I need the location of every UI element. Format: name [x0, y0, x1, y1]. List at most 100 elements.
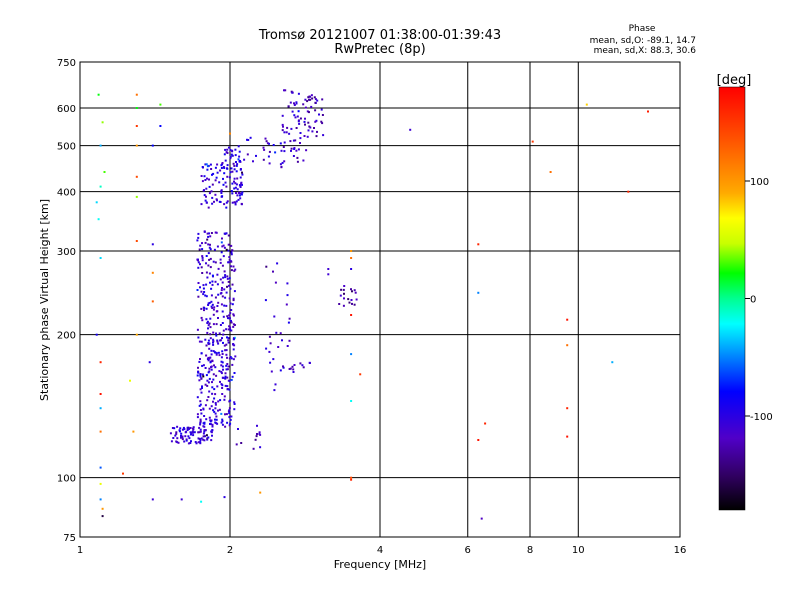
data-point	[223, 172, 226, 175]
data-point	[221, 418, 224, 421]
data-point	[282, 125, 284, 128]
data-point	[231, 154, 234, 157]
x-tick-label: 6	[465, 545, 471, 556]
data-point	[259, 446, 262, 449]
data-point	[215, 352, 218, 355]
data-point	[308, 125, 311, 128]
data-point	[206, 232, 209, 235]
data-point	[180, 436, 182, 439]
data-point	[209, 361, 212, 364]
data-point	[135, 107, 138, 109]
data-point	[213, 364, 215, 367]
data-point	[231, 375, 234, 378]
data-point	[224, 372, 227, 375]
data-point	[205, 318, 208, 321]
data-point	[480, 517, 483, 520]
data-point	[209, 333, 212, 336]
data-point	[220, 383, 223, 386]
data-point	[201, 385, 203, 388]
data-point	[210, 294, 213, 297]
data-point	[304, 98, 307, 101]
data-point	[211, 196, 214, 199]
data-point	[206, 238, 209, 241]
data-point	[199, 430, 202, 433]
data-point	[222, 244, 225, 247]
data-point	[230, 251, 233, 254]
data-point	[214, 166, 217, 169]
data-point	[292, 139, 295, 142]
data-point	[226, 152, 229, 154]
data-point	[151, 271, 154, 274]
data-point	[224, 159, 227, 162]
data-point	[241, 191, 244, 194]
data-point	[286, 294, 289, 297]
data-point	[194, 441, 197, 443]
data-point	[214, 421, 217, 424]
data-point	[228, 407, 231, 410]
data-point	[180, 498, 183, 501]
data-point	[229, 132, 231, 135]
data-point	[231, 283, 234, 286]
data-point	[221, 384, 224, 387]
data-point	[199, 403, 202, 406]
data-point	[213, 397, 216, 400]
data-point	[314, 109, 317, 112]
data-point	[310, 94, 313, 97]
data-point	[184, 435, 187, 438]
data-point	[350, 400, 353, 402]
data-point	[291, 91, 294, 94]
data-point	[318, 113, 320, 116]
data-point	[206, 399, 209, 402]
data-point	[268, 150, 271, 153]
data-point	[211, 307, 214, 309]
data-point	[203, 309, 205, 312]
data-point	[198, 438, 201, 440]
data-point	[264, 137, 267, 140]
data-point	[258, 431, 261, 434]
data-point	[228, 325, 231, 328]
data-point	[228, 146, 230, 149]
data-point	[99, 498, 102, 501]
data-point	[222, 341, 224, 344]
data-point	[256, 433, 258, 435]
data-point	[279, 332, 282, 335]
data-point	[343, 297, 345, 300]
data-point	[220, 303, 223, 306]
data-point	[101, 121, 104, 124]
data-point	[281, 114, 284, 117]
data-point	[294, 116, 297, 119]
data-point	[212, 378, 215, 381]
data-point	[229, 317, 231, 320]
data-point	[224, 276, 227, 279]
data-point	[215, 334, 218, 337]
data-point	[221, 237, 223, 240]
data-point	[290, 149, 292, 152]
data-point	[199, 400, 202, 403]
data-point	[222, 183, 225, 186]
data-point	[216, 163, 219, 166]
data-point	[210, 365, 213, 368]
data-point	[215, 415, 218, 418]
data-point	[281, 129, 284, 132]
data-point	[343, 285, 346, 287]
data-point	[218, 354, 221, 357]
data-point	[199, 244, 202, 247]
data-point	[225, 413, 228, 416]
data-point	[222, 329, 225, 332]
data-point	[219, 261, 222, 264]
data-point	[226, 277, 229, 280]
data-point	[267, 155, 270, 158]
data-point	[291, 365, 294, 368]
data-point	[236, 163, 239, 166]
data-point	[220, 356, 223, 359]
data-point	[99, 257, 102, 259]
data-point	[295, 127, 298, 129]
data-point	[220, 289, 223, 292]
data-point	[221, 295, 224, 298]
data-point	[196, 416, 199, 419]
data-point	[215, 353, 218, 356]
data-point	[286, 345, 289, 347]
data-point	[231, 303, 234, 306]
data-point	[239, 186, 242, 188]
data-point	[196, 396, 199, 399]
